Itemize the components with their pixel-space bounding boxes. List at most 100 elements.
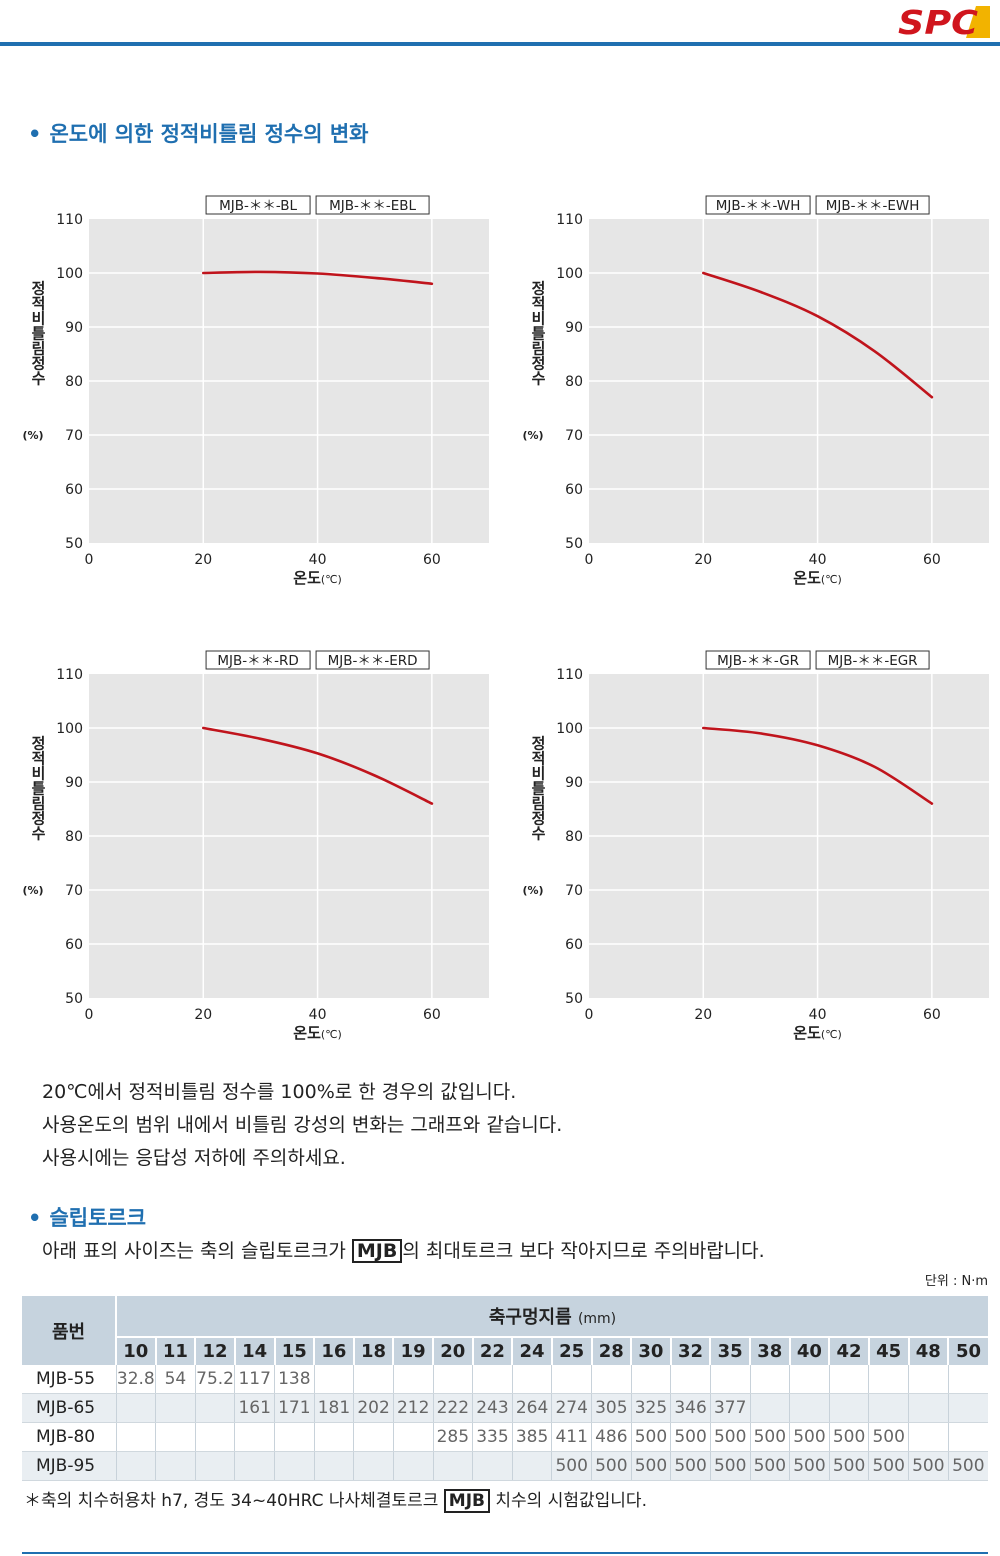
torque-value-cell xyxy=(155,1451,196,1481)
size-header-cell: 19 xyxy=(392,1336,433,1365)
y-tick-label: 60 xyxy=(65,482,83,498)
chart-notes: 20℃에서 정적비틀림 정수를 100%로 한 경우의 값입니다. 사용온도의 … xyxy=(42,1076,562,1175)
torque-value-cell: 500 xyxy=(789,1422,830,1452)
torque-value-cell xyxy=(947,1422,988,1452)
torque-value-cell: 325 xyxy=(630,1393,671,1423)
torque-value-cell xyxy=(749,1393,790,1423)
torque-value-cell xyxy=(551,1365,592,1394)
torque-value-cell: 500 xyxy=(630,1422,671,1452)
y-tick-label: 50 xyxy=(65,536,83,552)
part-number-cell: MJB-95 xyxy=(22,1451,116,1481)
x-tick-label: 0 xyxy=(85,552,94,568)
torque-value-cell: 500 xyxy=(828,1422,869,1452)
torque-value-cell xyxy=(472,1451,513,1481)
size-header-cell: 14 xyxy=(233,1336,275,1365)
size-header-cell: 50 xyxy=(947,1336,988,1365)
legend-label: MJB-＊＊-ERD xyxy=(328,653,418,669)
torque-value-cell xyxy=(868,1365,909,1394)
legend-label: MJB-＊＊-RD xyxy=(217,653,298,669)
size-header-cell: 22 xyxy=(471,1336,513,1365)
torque-value-cell: 500 xyxy=(749,1451,790,1481)
y-tick-label: 90 xyxy=(565,320,583,336)
x-axis-label: 온도(℃) xyxy=(293,1024,342,1042)
torque-value-cell: 161 xyxy=(234,1393,275,1423)
torque-value-cell: 500 xyxy=(551,1451,592,1481)
x-axis-unit: (℃) xyxy=(821,1028,842,1041)
chart-wh-ewh: 110 100 90 80 70 60 500 20 40 60 온도(℃) 정적비틀림정수 (%) MJ… xyxy=(522,195,989,587)
torque-value-cell xyxy=(709,1365,750,1394)
legend-box xyxy=(205,195,311,215)
size-header-cell: 30 xyxy=(630,1336,671,1365)
torque-value-cell: 500 xyxy=(908,1451,949,1481)
y-tick-label: 80 xyxy=(565,374,583,390)
y-tick-label: 60 xyxy=(565,937,583,953)
intro-after: 의 최대토르크 보다 작아지므로 주의바랍니다. xyxy=(402,1240,765,1262)
x-axis-label: 온도(℃) xyxy=(793,1024,842,1042)
torque-value-cell: 500 xyxy=(670,1451,711,1481)
torque-value-cell: 202 xyxy=(353,1393,394,1423)
torque-value-cell: 75.2 xyxy=(194,1365,235,1394)
torque-value-cell: 212 xyxy=(392,1393,433,1423)
chart-gr-egr: 110 100 90 80 70 60 500 20 40 60 온도(℃) 정적비틀림정수 (%) MJ… xyxy=(522,650,989,1042)
y-tick-label: 80 xyxy=(565,829,583,845)
size-header-cell: 18 xyxy=(352,1336,394,1365)
x-tick-label: 60 xyxy=(923,552,941,568)
size-header-cell: 12 xyxy=(194,1336,235,1365)
table-row: MJB-55 32.8 54 75.2 117 138 xyxy=(22,1365,988,1394)
torque-value-cell: 486 xyxy=(591,1422,632,1452)
torque-value-cell xyxy=(511,1451,552,1481)
legend-box xyxy=(705,650,811,670)
y-axis-label: 정적비틀림정수 xyxy=(529,735,547,842)
torque-value-cell xyxy=(353,1365,394,1394)
y-tick-label: 60 xyxy=(65,937,83,953)
legend-box xyxy=(815,195,930,215)
y-tick-label: 50 xyxy=(565,536,583,552)
part-number-cell: MJB-80 xyxy=(22,1422,116,1452)
torque-value-cell: 500 xyxy=(828,1451,869,1481)
table-row: MJB-65 161 171 181 202 212 222 243 264 274 305 325 3… xyxy=(22,1393,988,1423)
torque-value-cell xyxy=(115,1422,156,1452)
torque-value-cell xyxy=(194,1451,235,1481)
torque-value-cell: 346 xyxy=(670,1393,711,1423)
size-header-cell: 25 xyxy=(550,1336,592,1365)
torque-value-cell xyxy=(630,1365,671,1394)
size-header-cell: 40 xyxy=(788,1336,830,1365)
torque-value-cell xyxy=(511,1365,552,1394)
x-tick-label: 20 xyxy=(694,552,712,568)
size-header-cell: 48 xyxy=(907,1336,949,1365)
torque-value-cell xyxy=(313,1365,354,1394)
series-line xyxy=(202,270,434,286)
y-tick-label: 90 xyxy=(65,320,83,336)
size-header-cell: 32 xyxy=(669,1336,711,1365)
footnote: ＊축의 치수허용차 h7, 경도 34~40HRC 나사체결토르크 MJB 치수… xyxy=(24,1486,647,1513)
torque-value-cell xyxy=(155,1393,196,1423)
series-line xyxy=(702,271,934,399)
y-axis-label: 정적비틀림정수 xyxy=(29,280,47,387)
x-tick-label: 40 xyxy=(809,1007,827,1023)
torque-value-cell xyxy=(670,1365,711,1394)
torque-value-cell: 274 xyxy=(551,1393,592,1423)
size-header-cell: 28 xyxy=(590,1336,632,1365)
torque-value-cell xyxy=(392,1451,433,1481)
y-tick-label: 100 xyxy=(56,266,83,282)
torque-value-cell: 385 xyxy=(511,1422,552,1452)
note-line: 사용온도의 범위 내에서 비틀림 강성의 변화는 그래프와 같습니다. xyxy=(42,1114,563,1136)
legend-label: MJB-＊＊-EBL xyxy=(329,198,416,214)
series-line xyxy=(202,726,434,805)
header-part-number: 품번 xyxy=(22,1296,117,1365)
header-shaft-unit: (mm) xyxy=(577,1311,617,1327)
table-row: MJB-95 500 500 500 500 500 500 500 500 500 500 500 xyxy=(22,1451,988,1481)
chart-rd-erd: 110 100 90 80 70 60 500 20 40 60 온도(℃) 정적비틀림정수 (%) MJ… xyxy=(22,650,489,1042)
torque-value-cell: 171 xyxy=(274,1393,315,1423)
x-axis-label-text: 온도 xyxy=(793,1024,821,1042)
size-header-cell: 38 xyxy=(749,1336,790,1365)
section-title-text: 슬립토르크 xyxy=(49,1206,147,1230)
torque-value-cell xyxy=(432,1451,473,1481)
slip-torque-table: 품번 축구멍지름 (mm) 10 11 12 14 15 16 18 19 20 22 24 25 28… xyxy=(22,1296,988,1481)
torque-value-cell: 54 xyxy=(155,1365,196,1394)
y-tick-label: 50 xyxy=(565,991,583,1007)
torque-value-cell xyxy=(868,1393,909,1423)
slip-intro-text: 아래 표의 사이즈는 축의 슬립토르크가 MJB 의 최대토르크 보다 작아지므로… xyxy=(42,1236,765,1263)
footnote-mjb-boxed: MJB xyxy=(443,1489,490,1513)
x-axis-label-text: 온도 xyxy=(293,569,321,587)
